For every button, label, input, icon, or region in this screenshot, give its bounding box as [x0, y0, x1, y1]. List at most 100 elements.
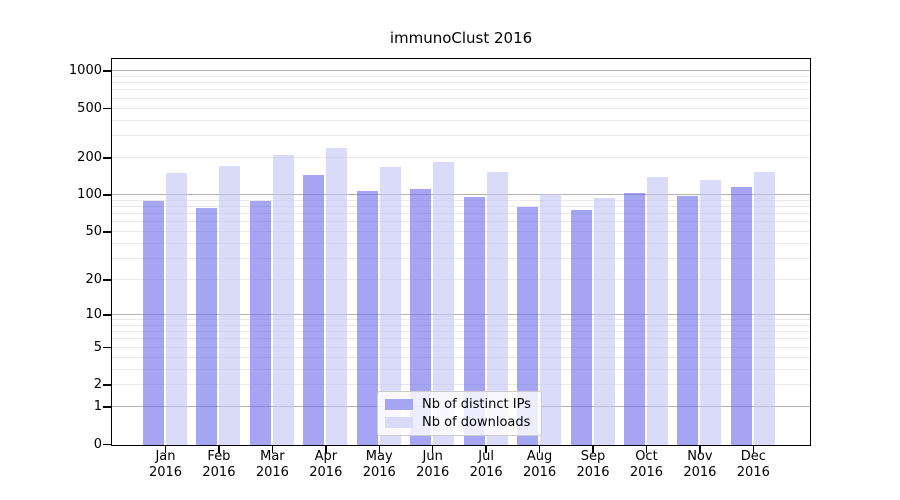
legend: Nb of distinct IPs Nb of downloads [377, 391, 542, 436]
bar-distinct-ips-apr [303, 174, 325, 445]
legend-row-distinct-ips: Nb of distinct IPs [385, 397, 531, 412]
bar-downloads-jun [433, 162, 455, 445]
gridline-minor-800 [112, 82, 810, 84]
x-tick-may [378, 446, 380, 453]
gridline-minor-6 [112, 338, 810, 340]
y-tick-100 [103, 194, 111, 196]
y-tick-label-50: 50 [85, 224, 102, 240]
bar-distinct-ips-may [356, 190, 378, 445]
gridline-minor-60 [112, 221, 810, 223]
gridline-major-1000 [112, 70, 810, 72]
x-tick-dec [752, 446, 755, 453]
x-tick-label-apr: Apr 2016 [309, 449, 343, 480]
bar-distinct-ips-sep [570, 210, 592, 445]
y-tick-200 [103, 157, 111, 159]
y-tick-label-500: 500 [77, 100, 102, 116]
bar-downloads-may [379, 167, 401, 445]
gridline-minor-4 [112, 356, 810, 358]
gridline-minor-9 [112, 319, 810, 321]
y-tick-10 [103, 314, 111, 316]
bar-downloads-sep [593, 197, 615, 445]
x-tick-label-jul: Jul 2016 [469, 449, 503, 480]
gridline-minor-90 [112, 199, 810, 201]
gridline-minor-50 [112, 231, 810, 233]
bar-distinct-ips-jun [410, 189, 432, 445]
y-tick-1000 [103, 70, 111, 72]
gridline-minor-8 [112, 324, 810, 326]
gridline-minor-900 [112, 75, 810, 77]
gridline-minor-40 [112, 242, 810, 244]
x-tick-apr [325, 446, 327, 453]
gridline-minor-600 [112, 97, 810, 99]
y-tick-500 [103, 107, 111, 110]
y-tick-label-10: 10 [85, 306, 102, 322]
gridline-minor-700 [112, 89, 810, 91]
gridline-minor-400 [112, 119, 810, 121]
x-tick-label-jun: Jun 2016 [416, 449, 450, 480]
gridline-minor-5 [112, 346, 810, 348]
bar-distinct-ips-mar [249, 200, 271, 445]
bar-downloads-jan [166, 172, 187, 445]
bar-downloads-mar [272, 154, 294, 445]
y-tick-label-1: 1 [93, 399, 102, 415]
legend-row-downloads: Nb of downloads [385, 415, 531, 430]
x-tick-label-feb: Feb 2016 [202, 449, 236, 480]
x-tick-label-mar: Mar 2016 [255, 449, 289, 480]
gridline-major-100 [112, 194, 810, 196]
y-tick-label-20: 20 [85, 272, 102, 288]
bar-distinct-ips-feb [196, 208, 218, 445]
x-tick-aug [538, 446, 541, 453]
legend-label-distinct-ips: Nb of distinct IPs [422, 397, 531, 412]
gridline-minor-80 [112, 206, 810, 208]
gridline-minor-7 [112, 331, 810, 333]
y-tick-label-1000: 1000 [68, 63, 102, 79]
gridline-minor-200 [112, 156, 810, 158]
bar-distinct-ips-nov [677, 195, 699, 445]
y-tick-label-2: 2 [93, 377, 102, 393]
gridline-minor-70 [112, 213, 810, 215]
y-tick-2 [103, 384, 111, 386]
y-tick-20 [103, 279, 111, 281]
bar-downloads-jul [486, 172, 508, 445]
gridline-minor-30 [112, 257, 810, 259]
bar-downloads-dec [753, 171, 775, 445]
legend-swatch-downloads [385, 417, 413, 428]
y-tick-label-200: 200 [77, 149, 102, 165]
y-tick-0 [103, 443, 111, 446]
x-tick-label-dec: Dec 2016 [736, 449, 770, 480]
bar-distinct-ips-jul [463, 196, 485, 445]
gridline-minor-3 [112, 368, 810, 370]
bar-distinct-ips-jan [143, 200, 164, 445]
x-tick-jun [431, 446, 434, 453]
bar-downloads-oct [646, 176, 668, 445]
bar-distinct-ips-oct [623, 193, 645, 445]
gridline-minor-20 [112, 279, 810, 281]
gridline-minor-500 [112, 107, 810, 109]
gridline-minor-2 [112, 384, 810, 386]
y-tick-50 [103, 231, 111, 233]
x-tick-label-nov: Nov 2016 [683, 449, 717, 480]
x-tick-jan [164, 446, 167, 453]
y-tick-1 [103, 406, 111, 408]
x-tick-oct [645, 446, 648, 453]
bar-downloads-nov [700, 180, 722, 445]
legend-label-downloads: Nb of downloads [422, 415, 531, 430]
y-tick-label-0: 0 [93, 436, 102, 452]
gridline-minor-300 [112, 135, 810, 137]
x-tick-label-sep: Sep 2016 [576, 449, 610, 480]
bar-downloads-aug [540, 194, 562, 445]
x-tick-label-jan: Jan 2016 [148, 449, 183, 480]
x-tick-label-may: May 2016 [362, 449, 396, 480]
y-tick-label-100: 100 [77, 187, 102, 203]
y-tick-label-5: 5 [93, 339, 102, 355]
bar-distinct-ips-aug [517, 206, 539, 445]
x-tick-mar [271, 446, 274, 453]
gridline-major-10 [112, 313, 810, 315]
x-tick-label-oct: Oct 2016 [629, 449, 663, 480]
x-tick-label-aug: Aug 2016 [523, 449, 557, 480]
chart-title: immunoClust 2016 [389, 29, 533, 47]
bar-distinct-ips-dec [730, 187, 752, 445]
legend-swatch-distinct-ips [385, 399, 413, 410]
y-tick-5 [103, 346, 111, 349]
